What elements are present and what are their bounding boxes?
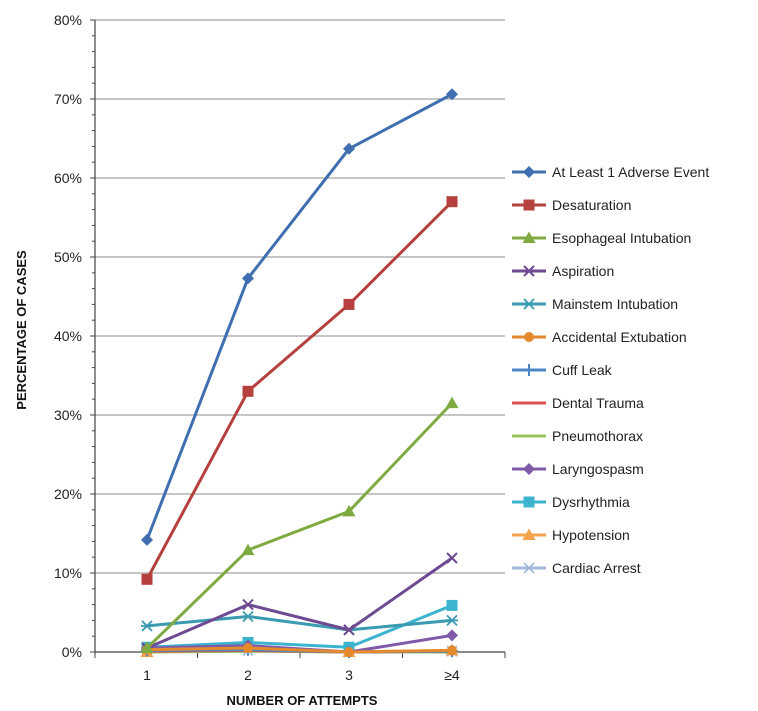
x-tick-label: 2 [244,667,252,683]
series-desaturation [141,196,458,585]
legend-label: Cardiac Arrest [552,560,641,576]
x-tick-labels: 1 2 3 ≥4 [143,667,460,683]
legend-label: Dysrhythmia [552,494,630,510]
legend-marker [523,166,535,178]
data-point [242,610,254,623]
legend-marker [522,528,536,540]
data-point [447,645,457,656]
series-line [146,556,453,650]
legend-marker [523,562,535,574]
series-line [145,200,454,581]
legend-marker [522,231,536,243]
series-line [145,92,453,541]
legend-marker [523,496,535,508]
data-point [141,573,153,585]
legend-item: At Least 1 Adverse Event [512,164,709,180]
marker-stroke [242,598,254,611]
series-group [140,88,459,658]
legend-marker [523,265,535,277]
legend-item: Hypotension [512,527,630,543]
marker-stroke [446,552,458,564]
legend-item: Laryngospasm [512,461,644,477]
data-point [446,88,458,101]
y-tick-label: 10% [54,565,82,581]
legend-item: Dental Trauma [512,395,644,411]
series-line [146,646,453,654]
x-tick-label: 3 [345,667,353,683]
legend-item: Aspiration [512,263,614,279]
data-point [343,624,355,636]
legend-marker [524,332,534,342]
legend-item: Mainstem Intubation [512,296,678,312]
legend-marker [523,463,535,475]
data-point [140,641,154,654]
data-point [446,552,458,564]
series-aspiration [141,552,458,654]
data-point [446,196,458,208]
legend-label: Hypotension [552,527,630,543]
legend-item: Accidental Extubation [512,329,687,345]
data-point [446,614,458,627]
data-point [342,504,356,517]
series-line [145,402,454,650]
x-axis-title: NUMBER OF ATTEMPTS [227,693,378,708]
legend-label: Aspiration [552,263,614,279]
legend-item: Desaturation [512,197,631,213]
data-point [141,533,153,546]
legend-marker [523,199,535,211]
y-tick-label: 60% [54,170,82,186]
data-point [343,142,355,155]
legend-label: Dental Trauma [552,395,644,411]
series-line [146,614,453,632]
legend-item: Cardiac Arrest [512,560,641,576]
y-tick-label: 70% [54,91,82,107]
legend-label: Esophageal Intubation [552,230,691,246]
data-point [243,643,253,654]
y-tick-label: 50% [54,249,82,265]
gridlines [95,19,505,574]
data-point [241,543,255,556]
legend-item: Pneumothorax [512,428,643,444]
data-point [141,620,153,632]
data-point [242,385,254,397]
legend-marker [523,298,535,310]
data-point [344,647,354,657]
legend-item: Dysrhythmia [512,494,630,510]
y-tick-labels: 0% 10% 20% 30% 40% 50% 60% 70% 80% [54,12,82,660]
legend-item: Esophageal Intubation [512,230,691,246]
y-tick-label: 20% [54,486,82,502]
legend-label: Pneumothorax [552,428,643,444]
legend-label: Desaturation [552,197,631,213]
axes [90,19,506,658]
legend-item: Cuff Leak [512,362,613,378]
legend-label: Cuff Leak [552,362,613,378]
y-axis-title: PERCENTAGE OF CASES [14,250,29,410]
data-point [242,598,254,611]
y-tick-label: 40% [54,328,82,344]
data-point [445,396,459,409]
x-tick-label: 1 [143,667,151,683]
y-tick-label: 30% [54,407,82,423]
legend-label: Mainstem Intubation [552,296,678,312]
legend-label: At Least 1 Adverse Event [552,164,709,180]
series-at-least-1-adverse-event [141,88,458,546]
y-tick-label: 0% [62,644,82,660]
legend-label: Accidental Extubation [552,329,687,345]
legend-marker [523,364,535,376]
data-point [242,272,254,285]
legend-label: Laryngospasm [552,461,644,477]
series-line [146,604,453,649]
marker-stroke [343,624,355,636]
marker-stroke [523,265,535,277]
data-point [343,298,355,310]
data-point [446,629,458,642]
series-esophageal-intubation [140,396,459,654]
data-point [446,599,458,611]
x-tick-label: ≥4 [444,667,460,683]
legend: At Least 1 Adverse Event Desaturation Esop… [512,164,709,576]
y-tick-label: 80% [54,12,82,28]
